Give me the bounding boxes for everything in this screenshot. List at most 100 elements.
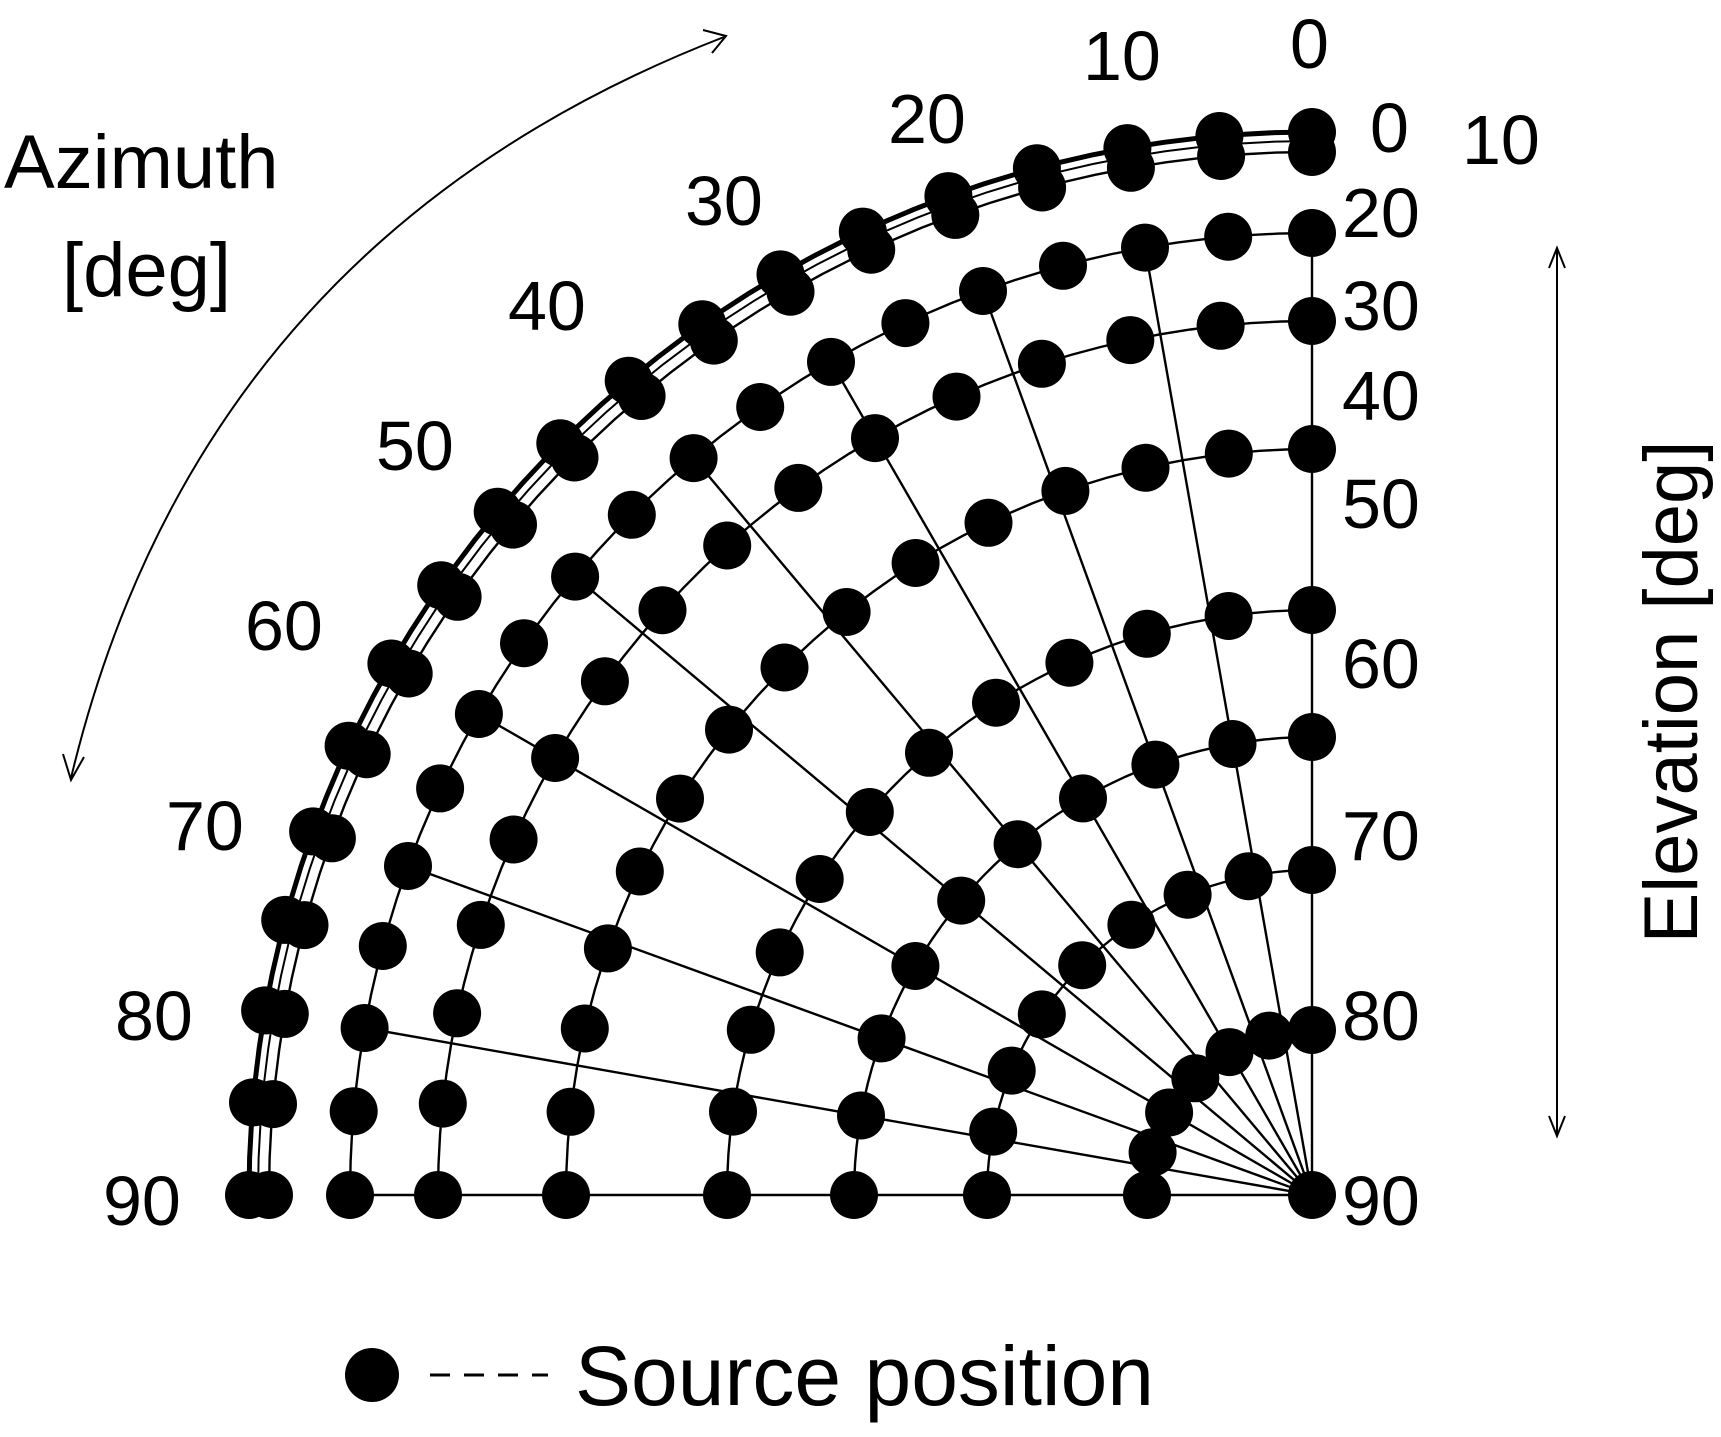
source-dot-el80-az90 bbox=[1123, 1171, 1171, 1219]
source-dot-el30-az36 bbox=[774, 463, 823, 512]
source-dot-el20-az60 bbox=[454, 690, 503, 738]
source-dot-el10-az80 bbox=[260, 989, 309, 1038]
source-dot-el40-az12.9 bbox=[1121, 443, 1170, 492]
source-dot-el20-az5 bbox=[1204, 212, 1253, 261]
source-dot-el20-az55 bbox=[500, 619, 548, 668]
source-dot-el10-az25 bbox=[847, 225, 896, 274]
source-dot-el20-az80 bbox=[340, 1004, 389, 1052]
source-dot-el20-az30 bbox=[807, 337, 855, 386]
source-dot-el50-az49.1 bbox=[845, 788, 894, 836]
source-dot-el10-az85 bbox=[249, 1080, 297, 1129]
source-dot-el50-az0 bbox=[1288, 586, 1336, 634]
elevation-tick-80: 80 bbox=[1342, 977, 1420, 1055]
azimuth-tick-30: 30 bbox=[685, 162, 763, 240]
source-dot-el70-az67.5 bbox=[987, 1046, 1036, 1095]
source-dot-el30-az66 bbox=[489, 815, 538, 864]
elevation-tick-90: 90 bbox=[1342, 1162, 1420, 1240]
source-dot-el20-az25 bbox=[881, 299, 930, 348]
source-dot-el40-az6.4 bbox=[1204, 429, 1253, 478]
source-dot-el40-az51.4 bbox=[705, 705, 753, 754]
elevation-tick-40: 40 bbox=[1342, 357, 1420, 435]
source-dot-el20-az20 bbox=[959, 267, 1007, 315]
source-dot-el20-az45 bbox=[607, 490, 656, 539]
source-dot-el20-az75 bbox=[358, 922, 407, 970]
source-dot-el10-az30 bbox=[766, 267, 815, 316]
source-dot-el10-az90 bbox=[245, 1171, 293, 1219]
source-dot-el10-az65 bbox=[342, 730, 391, 779]
source-dot-el60-az10 bbox=[1208, 720, 1257, 768]
source-dot-el40-az70.7 bbox=[583, 924, 632, 973]
source-dot-el30-az30 bbox=[851, 414, 899, 463]
source-dot-el20-az90 bbox=[326, 1171, 374, 1219]
source-dot-el60-az50 bbox=[937, 876, 986, 925]
source-dot-el40-az90 bbox=[542, 1171, 590, 1219]
azimuth-tick-labels: 0 10 20 30 40 50 60 70 80 90 bbox=[103, 5, 1329, 1240]
source-dot-el60-az70 bbox=[857, 1014, 906, 1063]
source-dot-el70-az33.75 bbox=[1107, 900, 1156, 949]
azimuth-tick-40: 40 bbox=[508, 267, 586, 345]
source-dot-el30-az24 bbox=[932, 372, 981, 421]
source-dot-el10-az0 bbox=[1288, 128, 1336, 176]
elevation-tick-20: 20 bbox=[1342, 174, 1420, 252]
source-dot-el50-az40.9 bbox=[905, 728, 953, 777]
source-dot-el20-az0 bbox=[1288, 209, 1336, 257]
source-dot-el80-az45 bbox=[1171, 1054, 1220, 1103]
source-dot-el50-az73.6 bbox=[726, 1005, 775, 1054]
source-dot-el10-az20 bbox=[931, 190, 980, 239]
elevation-tick-30: 30 bbox=[1342, 267, 1420, 345]
source-dot-el10-az50 bbox=[489, 500, 537, 549]
source-dot-el20-az40 bbox=[669, 434, 718, 483]
source-dot-el20-az70 bbox=[384, 842, 432, 890]
source-dot-el30-az42 bbox=[703, 521, 752, 570]
source-dot-el40-az83.6 bbox=[546, 1087, 595, 1136]
source-dot-el20-az50 bbox=[551, 552, 600, 601]
source-dot-el40-az32.1 bbox=[891, 539, 940, 587]
source-dot-el80-az75 bbox=[1128, 1128, 1177, 1177]
source-dot-el80-az30 bbox=[1205, 1028, 1254, 1077]
source-dot-el60-az0 bbox=[1288, 713, 1336, 761]
source-dot-el60-az40 bbox=[993, 820, 1042, 869]
source-dot-el40-az45 bbox=[760, 643, 809, 692]
elevation-tick-50: 50 bbox=[1342, 465, 1420, 543]
source-dot-el40-az77.1 bbox=[560, 1004, 609, 1053]
source-dot-el30-az90 bbox=[414, 1171, 462, 1219]
source-dot-el60-az80 bbox=[837, 1091, 885, 1140]
legend-marker bbox=[345, 1348, 399, 1402]
source-dot-el30-az18 bbox=[1017, 339, 1066, 388]
source-dot-el20-az35 bbox=[736, 383, 785, 431]
source-dot-el10-az15 bbox=[1018, 163, 1067, 212]
source-dot-el10-az75 bbox=[280, 901, 329, 950]
source-dot-el70-az56.25 bbox=[1017, 990, 1066, 1039]
azimuth-tick-70: 70 bbox=[166, 787, 244, 865]
source-dot-el40-az19.3 bbox=[1041, 466, 1090, 515]
source-dot-el40-az57.9 bbox=[656, 774, 704, 823]
azimuth-tick-80: 80 bbox=[115, 977, 193, 1055]
source-dot-el60-az60 bbox=[891, 942, 940, 990]
source-dot-el10-az40 bbox=[617, 372, 666, 420]
source-dot-el20-az85 bbox=[329, 1087, 378, 1136]
elevation-tick-labels: 0 10 20 30 40 50 60 70 80 90 bbox=[1342, 89, 1540, 1240]
source-dot-el70-az22.5 bbox=[1163, 870, 1212, 919]
source-dot-el60-az90 bbox=[830, 1171, 878, 1219]
elevation-tick-10: 10 bbox=[1462, 101, 1540, 179]
source-dot-el40-az38.6 bbox=[822, 588, 871, 636]
source-dot-el20-az65 bbox=[416, 764, 465, 813]
source-dot-el20-az15 bbox=[1039, 241, 1087, 290]
source-dot-el70-az90 bbox=[963, 1171, 1011, 1219]
source-dot-el50-az57.3 bbox=[795, 855, 844, 903]
elevation-tick-0: 0 bbox=[1370, 89, 1409, 167]
azimuth-tick-60: 60 bbox=[245, 587, 323, 665]
source-dot-el30-az60 bbox=[531, 734, 580, 782]
source-dot-el30-az6 bbox=[1196, 301, 1245, 350]
azimuth-tick-20: 20 bbox=[888, 80, 966, 158]
source-dot-el60-az30 bbox=[1059, 774, 1107, 823]
legend: Source position bbox=[345, 1329, 1154, 1423]
source-dot-el10-az5 bbox=[1197, 132, 1246, 180]
elevation-arc-60 bbox=[852, 735, 1313, 1196]
source-dot-el10-az10 bbox=[1106, 143, 1155, 192]
elevation-tick-60: 60 bbox=[1342, 625, 1420, 703]
source-dot-el70-az78.75 bbox=[969, 1107, 1018, 1156]
elevation-arc-30 bbox=[436, 319, 1313, 1196]
source-dot-el60-az20 bbox=[1131, 740, 1180, 789]
